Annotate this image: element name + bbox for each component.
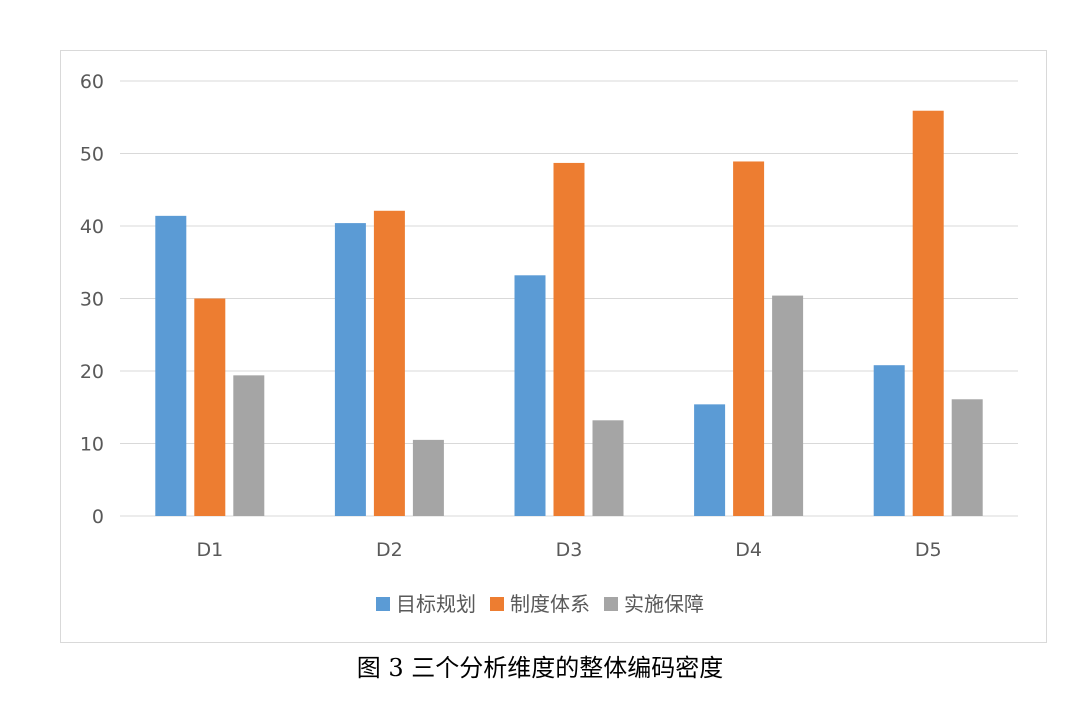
bar-d1-series-3 [233, 375, 265, 516]
x-tick-label: D5 [915, 539, 942, 561]
legend-label: 制度体系 [510, 592, 590, 616]
legend-swatch-1 [376, 597, 390, 611]
y-tick-label: 40 [80, 216, 104, 238]
bar-d2-series-1 [334, 223, 366, 516]
y-tick-label: 30 [80, 289, 104, 311]
legend-label: 目标规划 [396, 592, 476, 616]
bar-d3-series-3 [592, 420, 624, 516]
bar-d4-series-3 [772, 295, 804, 516]
legend-swatch-3 [604, 597, 618, 611]
bar-d5-series-3 [951, 399, 983, 516]
bar-d4-series-2 [733, 161, 765, 516]
bar-d3-series-1 [514, 275, 546, 516]
bar-d5-series-2 [912, 110, 944, 516]
figure-caption: 图 3 三个分析维度的整体编码密度 [356, 654, 724, 682]
legend-label: 实施保障 [624, 592, 704, 616]
bar-d2-series-2 [373, 210, 405, 516]
bar-d5-series-1 [873, 365, 905, 516]
legend-swatch-2 [490, 597, 504, 611]
bar-d1-series-2 [194, 298, 226, 516]
bar-d2-series-3 [412, 439, 444, 516]
y-tick-label: 10 [80, 434, 104, 456]
bars [155, 110, 983, 517]
y-tick-label: 0 [92, 506, 104, 528]
axes: 0 10 20 30 40 50 60 D1 D2 D3 D4 D5 [80, 71, 942, 561]
y-tick-label: 50 [80, 144, 104, 166]
x-tick-label: D1 [196, 539, 223, 561]
x-tick-label: D2 [376, 539, 403, 561]
x-tick-label: D4 [735, 539, 762, 561]
x-tick-label: D3 [556, 539, 583, 561]
legend: 目标规划 制度体系 实施保障 [376, 592, 704, 616]
y-tick-label: 20 [80, 361, 104, 383]
bar-d4-series-1 [694, 404, 726, 516]
y-tick-label: 60 [80, 71, 104, 93]
bar-d1-series-1 [155, 215, 187, 516]
bar-d3-series-2 [553, 162, 585, 517]
